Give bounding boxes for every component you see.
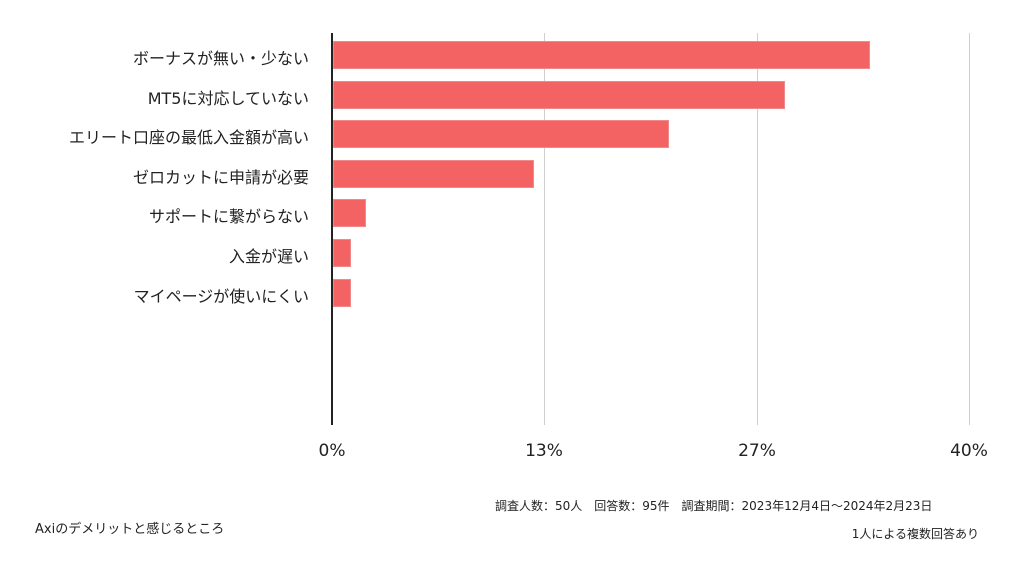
gridline <box>757 33 758 425</box>
category-label: サポートに繋がらない <box>148 207 309 226</box>
gridline <box>969 33 970 425</box>
x-tick-label: 13% <box>525 441 563 461</box>
category-label: ゼロカットに申請が必要 <box>132 168 309 187</box>
multiple-answer-note: 1人による複数回答あり <box>851 527 979 541</box>
bar <box>333 81 785 109</box>
category-label: ボーナスが無い・少ない <box>132 49 309 68</box>
chart-title: Axiのデメリットと感じるところ <box>35 522 225 537</box>
x-tick-label: 0% <box>318 441 346 461</box>
x-tick-label: 27% <box>738 441 776 461</box>
bar <box>333 199 366 227</box>
x-tick-label: 40% <box>950 441 988 461</box>
bar <box>333 279 351 307</box>
category-label: マイページが使いにくい <box>133 287 309 306</box>
y-axis-line <box>331 33 333 425</box>
gridline <box>544 33 545 425</box>
category-label: 入金が遅い <box>228 247 309 266</box>
survey-info: 調査人数：50人 回答数：95件 調査期間：2023年12月4日〜2024年2月… <box>495 499 933 513</box>
bar <box>333 120 669 148</box>
bar <box>333 239 351 267</box>
bar <box>333 160 534 188</box>
category-label: MT5に対応していない <box>147 89 309 108</box>
bar <box>333 41 870 69</box>
category-label: エリート口座の最低入金額が高い <box>68 128 309 147</box>
